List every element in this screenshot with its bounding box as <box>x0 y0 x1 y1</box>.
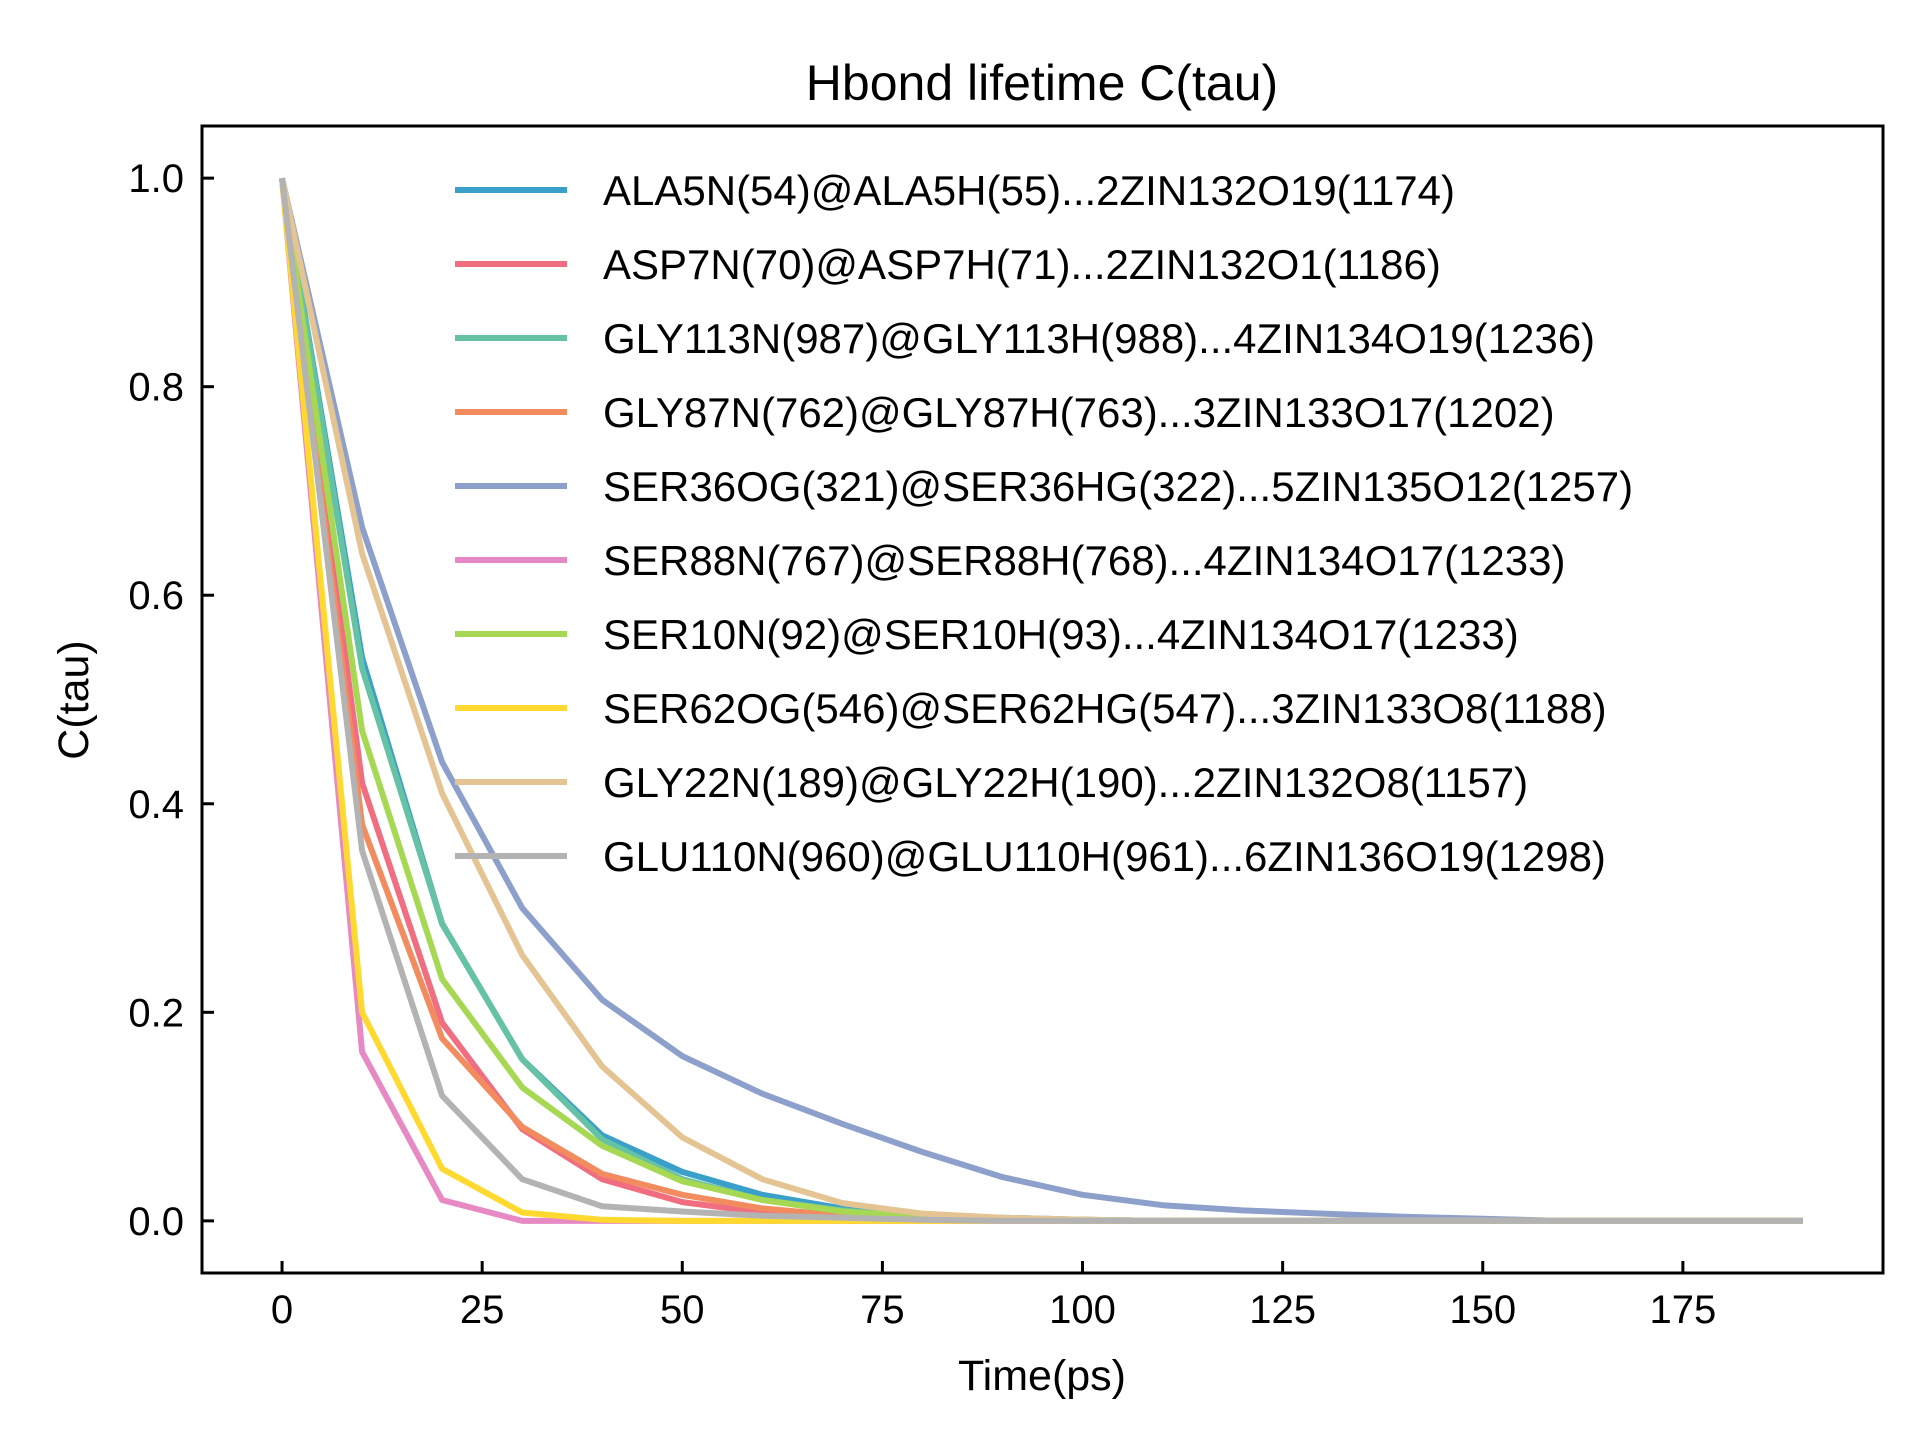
legend-label-4: GLY87N(762)@GLY87H(763)...3ZIN133O17(120… <box>603 389 1555 436</box>
series-layer <box>279 177 1803 1224</box>
y-tick-label: 0.0 <box>128 1200 184 1244</box>
y-tick-label: 0.2 <box>128 991 184 1035</box>
x-tick-label: 75 <box>860 1288 905 1332</box>
legend-label-8: SER62OG(546)@SER62HG(547)...3ZIN133O8(11… <box>603 685 1607 732</box>
x-tick-label: 25 <box>460 1288 505 1332</box>
legend-label-2: ASP7N(70)@ASP7H(71)...2ZIN132O1(1186) <box>603 241 1441 288</box>
y-tick-label: 0.6 <box>128 574 184 618</box>
x-tick-label: 125 <box>1249 1288 1316 1332</box>
legend: ALA5N(54)@ALA5H(55)...2ZIN132O19(1174) AS… <box>455 167 1633 880</box>
plot-frame <box>200 124 1885 1275</box>
legend-label-5: SER36OG(321)@SER36HG(322)...5ZIN135O12(1… <box>603 463 1633 510</box>
x-tick-label: 150 <box>1449 1288 1516 1332</box>
series-line-10 <box>279 177 1803 1224</box>
legend-label-7: SER10N(92)@SER10H(93)...4ZIN134O17(1233) <box>603 611 1519 658</box>
legend-label-3: GLY113N(987)@GLY113H(988)...4ZIN134O19(1… <box>603 315 1595 362</box>
y-tick-label: 1.0 <box>128 157 184 201</box>
x-tick-label: 175 <box>1650 1288 1717 1332</box>
legend-label-1: ALA5N(54)@ALA5H(55)...2ZIN132O19(1174) <box>603 167 1455 214</box>
y-axis: 0.0 0.2 0.4 0.6 0.8 1.0 <box>128 157 214 1244</box>
legend-label-9: GLY22N(189)@GLY22H(190)...2ZIN132O8(1157… <box>603 759 1528 806</box>
y-axis-label: C(tau) <box>50 640 98 759</box>
x-axis: 0 25 50 75 100 125 150 175 <box>271 1261 1716 1332</box>
x-axis-label: Time(ps) <box>958 1352 1126 1400</box>
x-tick-label: 100 <box>1049 1288 1116 1332</box>
x-tick-label: 0 <box>271 1288 293 1332</box>
legend-label-10: GLU110N(960)@GLU110H(961)...6ZIN136O19(1… <box>603 833 1606 880</box>
x-tick-label: 50 <box>660 1288 705 1332</box>
y-tick-label: 0.8 <box>128 366 184 410</box>
y-tick-label: 0.4 <box>128 783 184 827</box>
chart-title: Hbond lifetime C(tau) <box>806 55 1278 111</box>
legend-label-6: SER88N(767)@SER88H(768)...4ZIN134O17(123… <box>603 537 1565 584</box>
